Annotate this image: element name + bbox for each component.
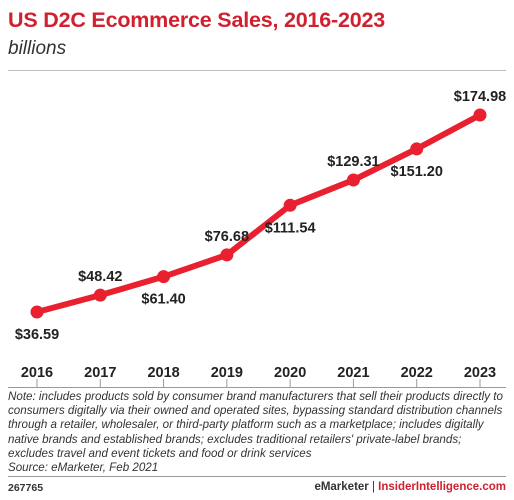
chart-subtitle: billions — [8, 38, 67, 59]
title-divider — [8, 70, 506, 71]
x-tick-label-2023: 2023 — [464, 365, 496, 381]
data-point-2018 — [157, 270, 171, 284]
data-label-2021: $129.31 — [327, 154, 379, 170]
data-label-2019: $76.68 — [205, 229, 249, 245]
footer-divider — [8, 476, 506, 477]
brand-emarketer[interactable]: eMarketer — [314, 481, 369, 493]
data-point-2021 — [346, 173, 360, 187]
data-label-2018: $61.40 — [141, 292, 185, 308]
x-tick-label-2017: 2017 — [84, 365, 116, 381]
footer-brand: eMarketer | InsiderIntelligence.com — [314, 481, 506, 493]
chart-id: 267765 — [8, 482, 44, 494]
x-tick-label-2022: 2022 — [401, 365, 433, 381]
data-point-2016 — [30, 305, 44, 319]
data-point-2017 — [93, 288, 107, 302]
x-tick-label-2019: 2019 — [211, 365, 243, 381]
brand-insider-intelligence[interactable]: InsiderIntelligence.com — [378, 481, 506, 493]
data-point-2023 — [473, 108, 487, 122]
source-text: Source: eMarketer, Feb 2021 — [8, 461, 159, 475]
data-point-2019 — [220, 248, 234, 262]
brand-separator: | — [368, 481, 379, 493]
x-tick-label-2018: 2018 — [147, 365, 179, 381]
data-label-2023: $174.98 — [454, 89, 506, 105]
data-label-2017: $48.42 — [78, 269, 122, 285]
x-axis-line — [8, 387, 506, 388]
x-tick-label-2016: 2016 — [21, 365, 53, 381]
x-tick-label-2021: 2021 — [337, 365, 369, 381]
chart-title: US D2C Ecommerce Sales, 2016-2023 — [8, 8, 386, 32]
chart-note: Note: includes products sold by consumer… — [8, 390, 508, 475]
data-point-2020 — [283, 198, 297, 212]
data-point-2022 — [410, 142, 424, 156]
data-label-2022: $151.20 — [391, 164, 443, 180]
line-chart: $36.59 $48.42 $61.40 $76.68 $111.54 $129.31 $1… — [15, 89, 506, 387]
x-tick-label-2020: 2020 — [274, 365, 306, 381]
note-text: Note: includes products sold by consumer… — [8, 390, 503, 460]
data-label-2020: $111.54 — [265, 220, 316, 236]
data-label-2016: $36.59 — [15, 327, 59, 343]
series-line — [34, 112, 483, 315]
